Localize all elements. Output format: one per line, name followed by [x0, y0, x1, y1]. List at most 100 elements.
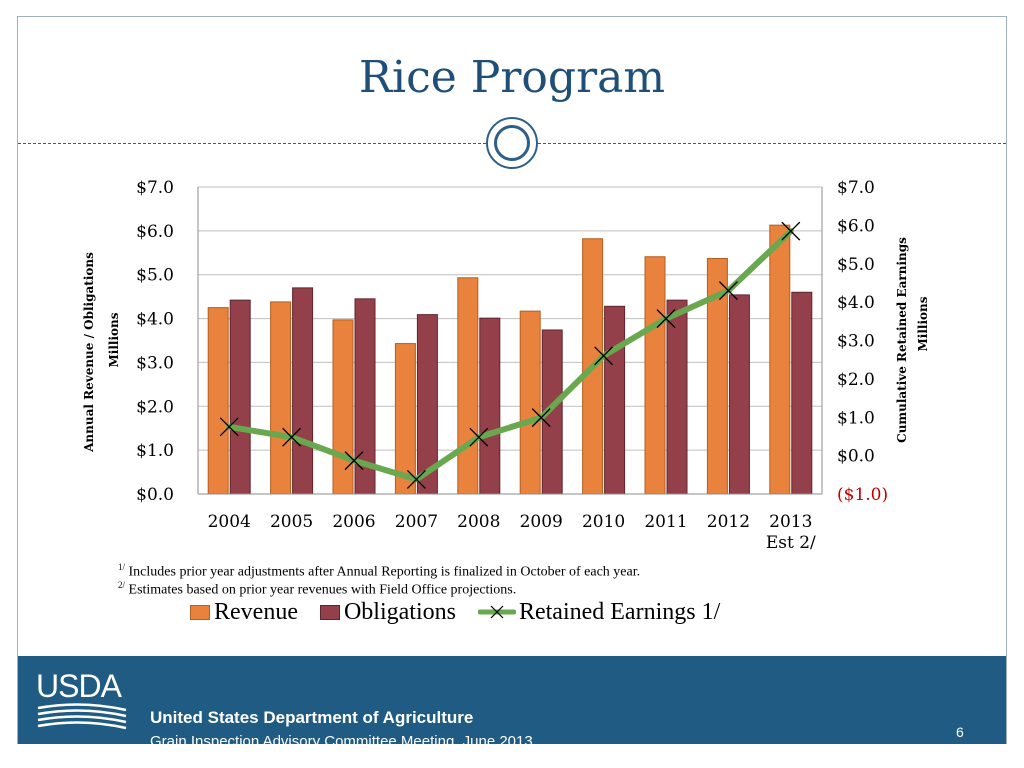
retained-earnings-marker-2010 [594, 346, 614, 366]
retained-earnings-marker-2012 [718, 281, 738, 301]
footnote-1-marker: 1/ [118, 562, 126, 572]
left-tick-label: $2.0 [136, 397, 174, 417]
retained-earnings-marker-2011 [656, 309, 676, 329]
footnote-1: 1/ Includes prior year adjustments after… [118, 562, 640, 581]
bar-revenue-2004 [207, 307, 229, 495]
bar-revenue-2008 [457, 277, 479, 495]
x-tick-label: 2005 [270, 512, 313, 532]
title-divider-left [18, 143, 486, 144]
bar-obligations-2005 [292, 287, 314, 495]
bar-revenue-2005 [270, 301, 292, 495]
marker-stroke [781, 221, 801, 241]
legend-item-revenue: Revenue [190, 599, 298, 626]
x-tick-sublabel: Est 2/ [766, 533, 816, 553]
right-tick-label: $7.0 [837, 178, 875, 198]
bar-revenue-2013 [769, 224, 791, 495]
footer-meeting: Grain Inspection Advisory Committee Meet… [150, 733, 533, 750]
retained-earnings-marker-2007 [406, 469, 426, 489]
marker-stroke [219, 417, 239, 437]
legend-swatch-obligations [319, 604, 340, 620]
right-tick-label: $6.0 [837, 216, 875, 236]
tick-labels: $0.0 $1.0 $2.0 $3.0 $4.0 $5.0 $6.0 $7.0 ($1.0) $0… [136, 178, 888, 553]
x-tick-label: 2010 [582, 512, 625, 532]
footnote-1-text: Includes prior year adjustments after An… [125, 564, 641, 580]
x-tick-label: 2012 [707, 512, 750, 532]
bar-revenue-2009 [519, 310, 541, 495]
retained-earnings-marker-2009 [531, 408, 551, 428]
left-axis-label-line2: Millions [107, 312, 121, 367]
usda-logo-text: USDA [36, 668, 122, 704]
legend-item-obligations: Obligations [319, 598, 456, 626]
left-tick-label: $7.0 [136, 178, 174, 198]
right-tick-label: $0.0 [837, 447, 875, 467]
right-tick-label: $2.0 [837, 370, 875, 390]
x-tick-label: 2004 [208, 512, 251, 532]
bar-obligations-2011 [666, 299, 688, 495]
footnote-2-text: Estimates based on prior year revenues w… [125, 582, 517, 598]
marker-stroke [344, 451, 364, 471]
axes [197, 187, 823, 495]
bars [207, 224, 813, 495]
retained-earnings-marker-2013 [781, 221, 801, 241]
right-tick-label: $3.0 [837, 332, 875, 352]
gridlines [198, 186, 822, 495]
page-number: 6 [956, 724, 964, 740]
marker-stroke [469, 427, 489, 447]
retained-earnings-marker-2004 [219, 417, 239, 437]
chart-legend: Revenue Obligations Retained Earnings 1/ [190, 597, 742, 627]
left-tick-label: $6.0 [136, 222, 174, 242]
marker-stroke [656, 309, 676, 329]
retained-earnings-polyline [226, 228, 794, 483]
right-axis-label-line1: Cumulative Retained Earnings [895, 237, 909, 443]
left-tick-label: $3.0 [136, 353, 174, 373]
legend-label-retained-earnings: Retained Earnings 1/ [518, 598, 721, 625]
x-tick-label: 2008 [457, 512, 500, 532]
x-tick-label: 2007 [395, 512, 438, 532]
bar-obligations-2010 [604, 305, 626, 495]
x-tick-label: 2006 [332, 512, 375, 532]
retained-earnings-marker-2005 [282, 427, 302, 447]
legend-label-revenue: Revenue [214, 598, 298, 625]
marker-stroke [282, 427, 302, 447]
left-tick-label: $5.0 [136, 266, 174, 286]
marker-stroke [406, 469, 426, 489]
marker-stroke [531, 408, 551, 428]
title-divider-right [538, 143, 1006, 144]
footnote-2-marker: 2/ [118, 580, 126, 590]
slide-title: Rice Program [358, 52, 666, 103]
footer-organization: United States Department of Agriculture [150, 708, 474, 727]
right-tick-label: ($1.0) [837, 485, 888, 505]
bar-obligations-2013 [791, 291, 813, 495]
retained-earnings-line [219, 221, 801, 489]
bar-obligations-2008 [479, 317, 501, 495]
legend-item-retained-earnings: Retained Earnings 1/ [477, 598, 721, 626]
retained-earnings-marker-2008 [469, 427, 489, 447]
footer-bar: USDA United States Department of Agricul… [18, 656, 1006, 750]
marker-stroke [718, 281, 738, 301]
bar-revenue-2011 [644, 256, 666, 495]
left-tick-label: $1.0 [136, 441, 174, 461]
right-tick-label: $4.0 [837, 293, 875, 313]
legend-swatch-revenue [190, 604, 210, 620]
bar-obligations-2004 [229, 299, 251, 495]
left-tick-label: $0.0 [136, 485, 174, 505]
bar-obligations-2012 [728, 294, 750, 495]
x-tick-label: 2009 [520, 512, 563, 532]
legend-swatch-retained-earnings [477, 605, 516, 619]
marker-stroke [594, 346, 614, 366]
divider-circle-ornament [486, 117, 538, 169]
left-tick-label: $4.0 [136, 310, 174, 330]
divider-circle-inner [494, 125, 530, 161]
x-tick-label: 2013 [769, 512, 812, 532]
usda-logo-icon [37, 703, 127, 730]
x-tick-label: 2011 [644, 512, 687, 532]
bar-revenue-2006 [332, 319, 354, 495]
footnote-2: 2/ Estimates based on prior year revenue… [118, 580, 516, 599]
left-axis-label-line1: Annual Revenue / Obligations [82, 252, 96, 453]
retained-earnings-marker-2006 [344, 451, 364, 471]
right-tick-label: $1.0 [837, 408, 875, 428]
right-tick-label: $5.0 [837, 255, 875, 275]
legend-label-obligations: Obligations [343, 598, 456, 625]
right-axis-label-line2: Millions [916, 296, 930, 351]
